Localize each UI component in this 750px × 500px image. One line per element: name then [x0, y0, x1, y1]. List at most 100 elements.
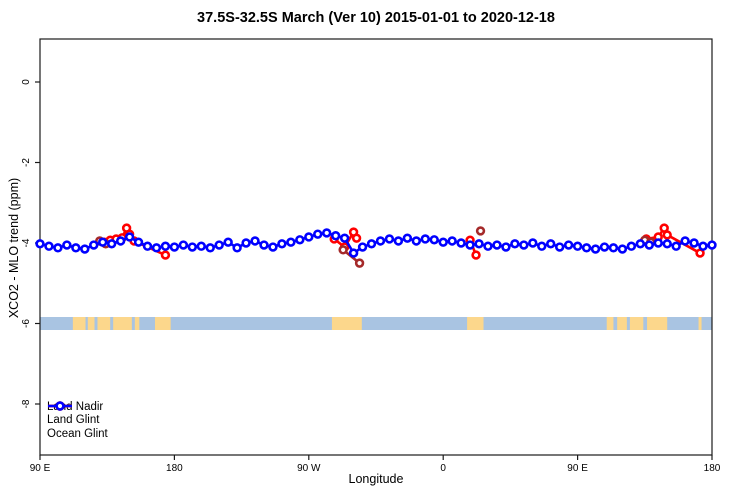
series-ocean-glint-point: [402, 233, 413, 243]
series-ocean-glint-point: [581, 243, 592, 253]
y-tick-label: 0: [21, 79, 32, 85]
series-ocean-glint-point: [223, 237, 233, 247]
series-ocean-glint-point: [250, 236, 260, 246]
series-ocean-glint-point: [357, 242, 368, 252]
series-ocean-glint-point: [277, 239, 287, 249]
chart-title: 37.5S-32.5S March (Ver 10) 2015-01-01 to…: [197, 10, 555, 26]
x-tick-label: 90 E: [567, 463, 588, 474]
x-tick-label: 180: [704, 463, 721, 474]
series-ocean-glint-point: [528, 238, 538, 248]
map-strip-land-patch: [134, 317, 140, 330]
x-tick-label: 90 E: [30, 463, 51, 474]
series-land-glint-point: [160, 250, 171, 260]
series-ocean-glint-point: [366, 239, 377, 249]
series-ocean-glint-point: [608, 243, 619, 253]
series-land-glint-point: [351, 233, 362, 243]
series-ocean-glint-point: [98, 237, 108, 247]
series-ocean-glint-point: [241, 238, 251, 248]
series-ocean-glint-point: [44, 241, 54, 251]
series-ocean-glint-point: [106, 239, 117, 249]
map-strip-land-patch: [97, 317, 111, 330]
series-land-nadir-point: [475, 226, 486, 236]
series-ocean-glint-point: [537, 241, 547, 251]
series-ocean-glint-point: [124, 232, 135, 242]
series-land-glint-point: [471, 250, 481, 260]
series-ocean-glint-point: [617, 244, 628, 254]
map-strip-land-patch: [698, 317, 702, 330]
series-ocean-glint-point: [456, 238, 466, 248]
series-ocean-glint-point: [698, 241, 708, 251]
series-ocean-glint-point: [53, 243, 63, 253]
series-ocean-glint-point: [465, 240, 475, 250]
series-ocean-glint-point: [259, 240, 269, 250]
series-ocean-glint-point: [268, 242, 278, 252]
series-ocean-glint-point: [89, 240, 99, 250]
x-axis-label: Longitude: [348, 472, 404, 486]
y-tick-label: -2: [21, 158, 32, 167]
series-ocean-glint-point: [384, 234, 395, 244]
map-strip-land-patch: [87, 317, 95, 330]
series-ocean-glint-point: [662, 239, 672, 249]
series-ocean-glint-point: [80, 244, 90, 254]
legend-entry-land-glint: Land Glint: [47, 401, 108, 428]
series-ocean-glint-point: [187, 242, 198, 252]
series-ocean-glint-point: [142, 241, 153, 251]
legend: Land Nadir Land Glint Ocean Glint: [47, 400, 108, 441]
series-ocean-glint-point: [653, 238, 663, 248]
map-strip-land-patch: [72, 317, 86, 330]
map-strip-land-patch: [647, 317, 668, 330]
map-strip-land-patch: [331, 317, 362, 330]
series-ocean-glint-point: [313, 229, 323, 239]
series-ocean-glint-point: [420, 234, 430, 244]
series-ocean-glint-point: [205, 243, 215, 253]
series-ocean-glint-point: [599, 242, 610, 252]
series-land-nadir-point: [354, 258, 365, 268]
series-ocean-glint-point: [322, 228, 332, 238]
series-ocean-glint-point: [447, 236, 457, 246]
series-ocean-glint-point: [196, 241, 206, 251]
y-axis-label: XCO2 - MLO trend (ppm): [7, 177, 21, 319]
series-ocean-glint-point: [232, 243, 242, 253]
series-ocean-glint-point: [375, 236, 386, 246]
series-ocean-glint-point: [214, 240, 224, 250]
series-ocean-glint-point: [339, 233, 350, 243]
y-tick-label: -8: [21, 399, 32, 408]
series-ocean-glint-point: [178, 240, 189, 250]
series-ocean-glint-point: [644, 240, 654, 250]
map-strip-ocean: [40, 317, 712, 330]
ocean-glint-key-icon: [48, 401, 72, 411]
series-ocean-glint-point: [115, 236, 126, 246]
y-tick-label: -6: [21, 319, 32, 328]
series-ocean-glint-point: [510, 239, 520, 249]
map-strip-land-patch: [629, 317, 644, 330]
series-ocean-glint-point: [626, 241, 637, 251]
series-ocean-glint-point: [429, 235, 439, 245]
map-strip-land-patch: [113, 317, 132, 330]
legend-label: Ocean Glint: [47, 427, 108, 440]
series-ocean-glint-point: [133, 237, 144, 247]
series-land-nadir-point: [338, 245, 348, 255]
series-ocean-glint-point: [519, 240, 529, 250]
map-strip-land-patch: [154, 317, 171, 330]
series-ocean-glint-point: [689, 238, 699, 248]
series-ocean-glint-point: [35, 239, 45, 249]
series-ocean-glint-point: [546, 239, 556, 249]
series-ocean-glint-point: [348, 248, 359, 258]
series-ocean-glint-point: [483, 241, 493, 251]
map-strip-land-patch: [617, 317, 627, 330]
series-ocean-glint-point: [554, 242, 565, 252]
series-ocean-glint-point: [62, 240, 72, 250]
y-tick-label: -4: [21, 238, 32, 247]
legend-entry-ocean-glint: Ocean Glint: [47, 401, 108, 441]
legend-label: Land Glint: [47, 414, 100, 427]
series-ocean-glint-point: [680, 236, 690, 246]
series-ocean-glint-point: [474, 239, 484, 249]
series-ocean-glint-point: [671, 241, 681, 251]
series-ocean-glint-point: [160, 241, 171, 251]
series-ocean-glint-point: [295, 235, 305, 245]
series-ocean-glint-point: [169, 242, 180, 252]
map-strip-land-patch: [606, 317, 614, 330]
map-strip-land-patch: [467, 317, 484, 330]
